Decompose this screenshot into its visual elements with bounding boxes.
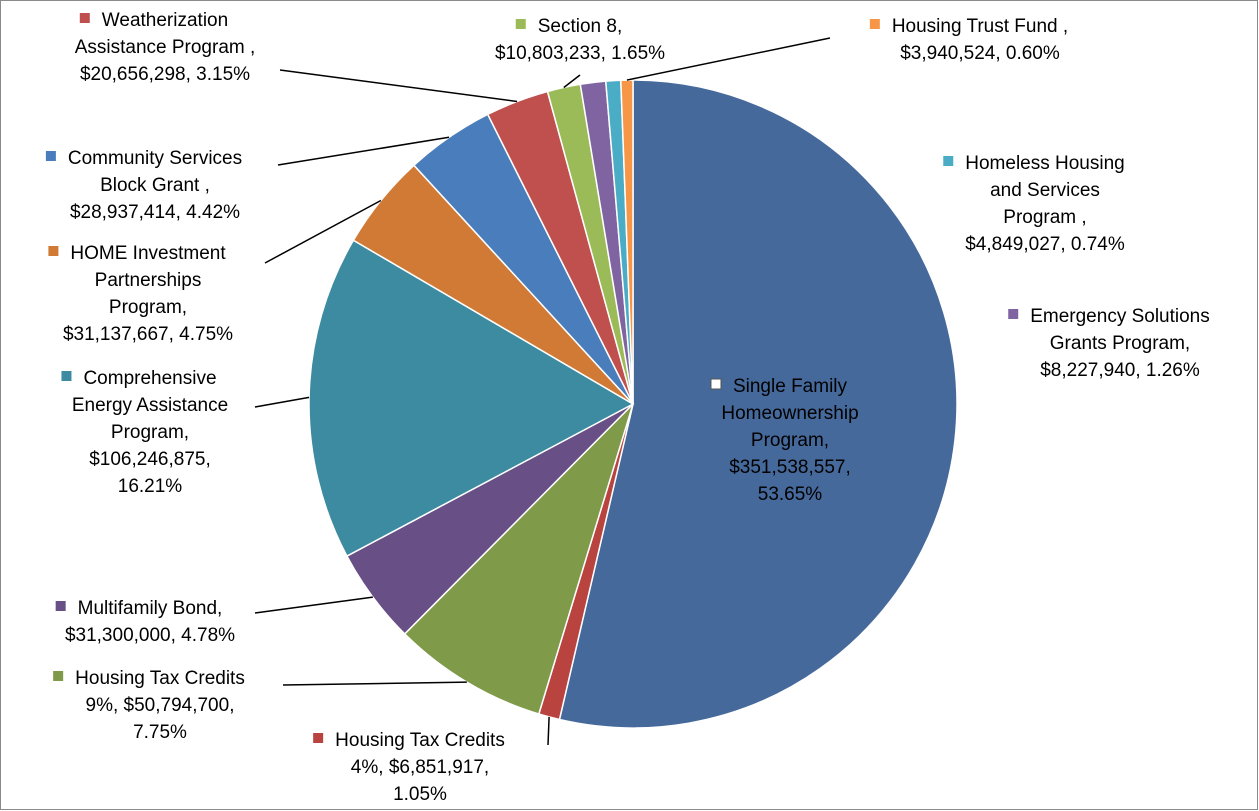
leader-line <box>547 716 550 746</box>
data-label: Housing Trust Fund , $3,940,524, 0.60% <box>892 16 1068 64</box>
label-marker <box>79 13 90 23</box>
pie-slice <box>558 79 958 729</box>
label-marker <box>45 151 56 161</box>
data-label: HOME Investment Partnerships Program, $31,1… <box>63 243 233 345</box>
leader-line <box>282 681 467 686</box>
label-marker <box>55 601 66 611</box>
label-marker <box>48 246 59 256</box>
label-marker <box>869 19 880 29</box>
data-label: Community Services Block Grant , $28,937,4… <box>68 148 242 223</box>
data-label: Section 8, $10,803,233, 1.65% <box>495 16 665 64</box>
data-label: Multifamily Bond, $31,300,000, 4.78% <box>65 598 235 646</box>
data-label: Single Family Homeownership Program, $351,5… <box>721 376 858 505</box>
leader-line <box>277 136 450 166</box>
data-label: Weatherization Assistance Program , $20,65… <box>75 10 256 85</box>
leader-line <box>626 37 831 81</box>
pie-slice <box>403 403 634 715</box>
data-label: Housing Tax Credits 9%, $50,794,700, 7.75% <box>75 668 245 743</box>
data-label: Comprehensive Energy Assistance Program, $1… <box>72 368 228 497</box>
label-marker <box>1008 309 1019 319</box>
leader-line <box>254 596 373 614</box>
label-marker <box>515 19 526 29</box>
pie-slice <box>308 239 635 558</box>
leader-line <box>279 69 518 103</box>
leader-line <box>264 199 382 264</box>
data-label: Housing Tax Credits 4%, $6,851,917, 1.05% <box>335 730 505 805</box>
data-label: Emergency Solutions Grants Program, $8,227… <box>1030 306 1210 381</box>
data-label: Homeless Housing and Services Program , $4,… <box>965 153 1125 255</box>
leader-line <box>563 74 581 89</box>
label-marker <box>710 378 722 390</box>
label-marker <box>313 733 324 743</box>
label-marker <box>943 156 954 166</box>
leader-line <box>254 396 310 408</box>
label-marker <box>61 371 72 381</box>
label-marker <box>53 671 64 681</box>
